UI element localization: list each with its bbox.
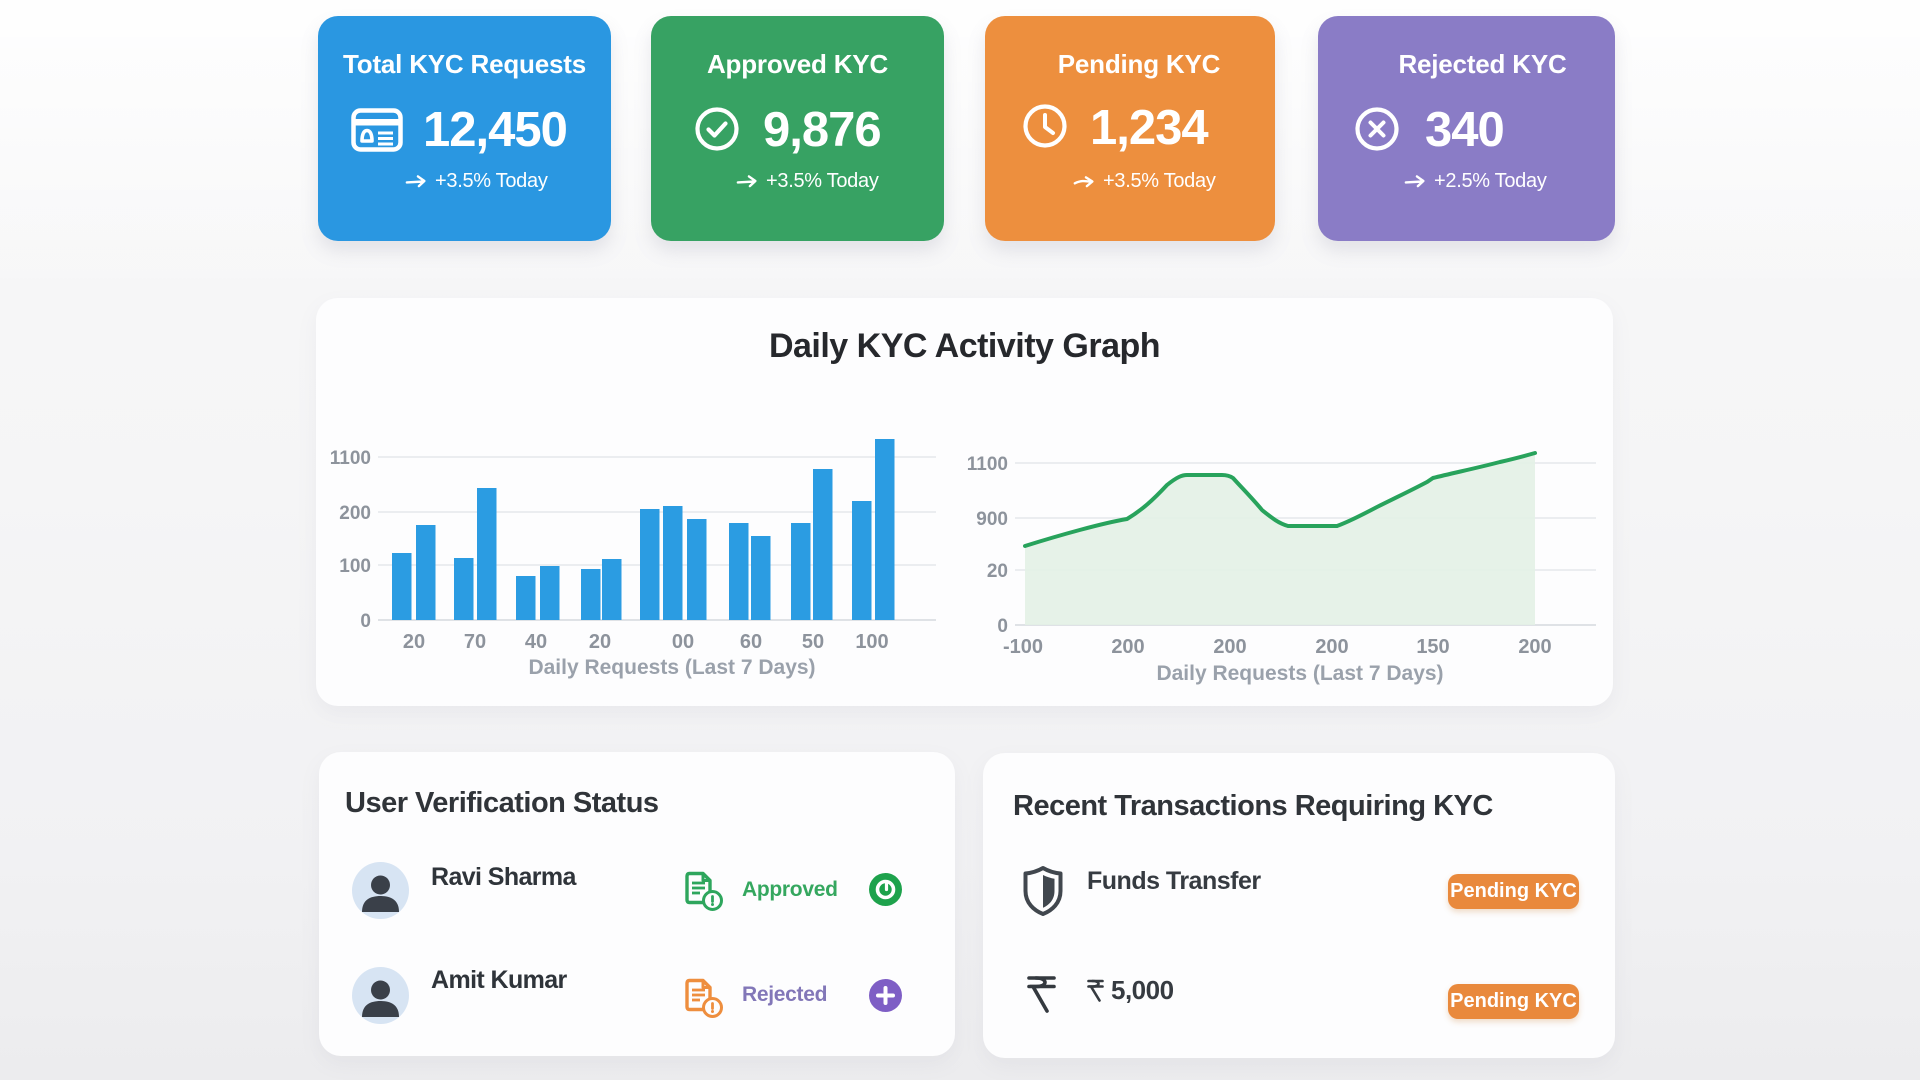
- svg-text:200: 200: [1213, 636, 1246, 658]
- svg-text:Daily Requests (Last 7 Days): Daily Requests (Last 7 Days): [1156, 662, 1443, 685]
- svg-text:20: 20: [589, 631, 611, 653]
- svg-text:1100: 1100: [330, 448, 371, 469]
- svg-text:0: 0: [360, 611, 371, 632]
- svg-text:40: 40: [525, 631, 547, 653]
- svg-text:100: 100: [855, 631, 888, 653]
- svg-text:900: 900: [976, 509, 1008, 530]
- svg-text:150: 150: [1416, 636, 1449, 658]
- svg-text:Daily Requests (Last 7 Days): Daily Requests (Last 7 Days): [528, 656, 815, 679]
- svg-text:200: 200: [1518, 636, 1551, 658]
- svg-text:20: 20: [987, 561, 1008, 582]
- svg-text:0: 0: [997, 616, 1008, 637]
- svg-text:20: 20: [403, 631, 425, 653]
- svg-text:70: 70: [464, 631, 486, 653]
- svg-text:50: 50: [802, 631, 824, 653]
- svg-text:100: 100: [339, 556, 371, 577]
- svg-text:200: 200: [1315, 636, 1348, 658]
- svg-text:60: 60: [740, 631, 762, 653]
- svg-text:200: 200: [1111, 636, 1144, 658]
- svg-text:-100: -100: [1003, 636, 1043, 658]
- svg-text:00: 00: [672, 631, 694, 653]
- svg-text:200: 200: [339, 503, 371, 524]
- svg-text:1100: 1100: [967, 454, 1008, 475]
